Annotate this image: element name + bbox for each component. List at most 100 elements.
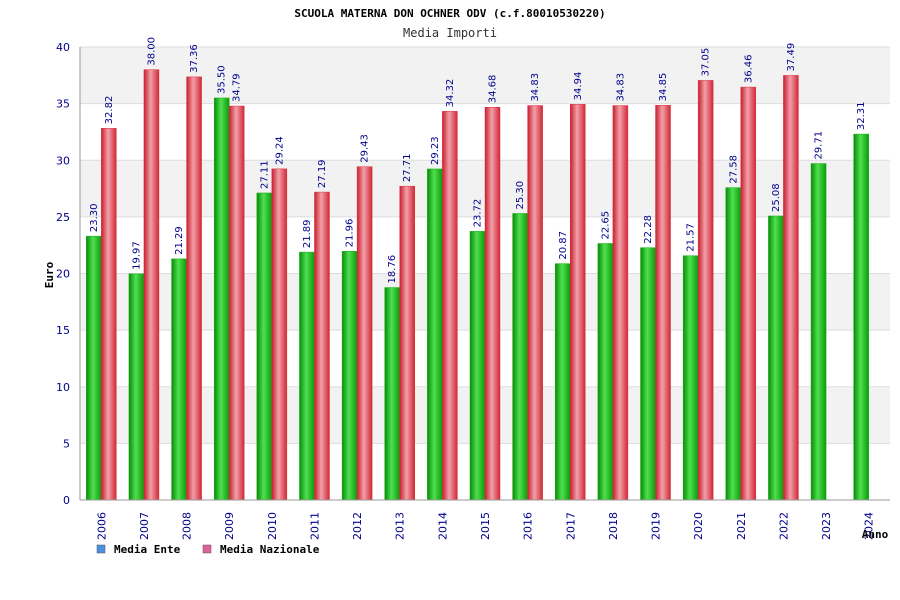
bar-value-label: 23.72 [473,199,484,228]
bar-media-ente [171,258,187,501]
bar-value-label: 34.83 [530,73,541,102]
bar-media-ente [597,243,614,501]
bar-value-label: 21.57 [686,223,697,252]
legend-label-ente: Media Ente [114,543,181,556]
legend-label-nazionale: Media Nazionale [220,543,320,556]
legend-swatch-nazionale [202,544,212,554]
bar-media-nazionale [228,105,245,501]
bar-media-nazionale [697,80,714,501]
bar-value-label: 29.24 [274,136,285,165]
bar-value-label: 37.05 [701,48,712,77]
x-tick-label: 2007 [138,512,151,540]
x-tick-label: 2012 [351,512,364,540]
bar-value-label: 34.68 [488,75,499,104]
x-tick-label: 2011 [308,512,321,540]
bar-value-label: 34.32 [445,79,456,108]
bar-media-ente [512,213,528,501]
y-tick-label: 35 [56,98,70,111]
bar-media-ente [427,168,443,501]
bar-media-ente [384,287,400,501]
bar-media-nazionale [527,105,543,501]
bar-value-label: 34.83 [615,73,626,102]
bar-media-nazionale [101,128,117,501]
bar-value-label: 37.49 [786,43,797,72]
x-tick-label: 2018 [607,512,620,540]
bar-media-ente [640,247,656,501]
bar-value-label: 21.96 [345,219,356,248]
bar-media-ente [213,97,230,501]
bar-media-ente [469,231,486,501]
bar-media-nazionale [143,69,160,501]
bar-value-label: 38.00 [146,37,157,66]
bar-value-label: 22.28 [643,215,654,244]
y-axis-label: Euro [43,261,56,288]
bar-value-label: 18.76 [387,255,398,284]
x-tick-label: 2020 [692,512,705,540]
bar-media-nazionale [314,191,330,501]
bar-value-label: 37.36 [189,44,200,73]
x-tick-label: 2013 [394,512,407,540]
bar-media-ente [768,215,784,501]
bar-media-ente [555,263,571,501]
bar-media-nazionale [186,76,202,501]
x-tick-label: 2014 [436,512,449,540]
bar-value-label: 23.30 [89,203,100,232]
bar-value-label: 34.85 [658,73,669,102]
chart-subtitle: Media Importi [403,26,497,40]
bar-media-ente [299,251,315,501]
y-tick-label: 20 [56,268,70,281]
bar-media-nazionale [399,185,415,501]
bar-value-label: 29.71 [814,131,825,160]
x-tick-label: 2024 [863,512,876,540]
legend-swatch-ente [96,544,106,554]
bar-media-ente [86,235,102,501]
x-axis-label: Anno [862,528,889,541]
bar-value-label: 27.11 [259,160,270,189]
bar-value-label: 35.50 [217,65,228,94]
bar-value-label: 20.87 [558,231,569,260]
x-tick-label: 2023 [820,512,833,540]
bar-value-label: 29.43 [360,134,371,163]
bar-media-ente [128,273,145,501]
x-tick-label: 2019 [650,512,663,540]
bar-value-label: 36.46 [743,54,754,83]
bar-media-nazionale [442,111,458,501]
bar-media-nazionale [612,105,629,501]
bar-media-nazionale [783,75,799,501]
x-tick-label: 2010 [266,512,279,540]
bar-media-nazionale [740,86,757,501]
x-tick-label: 2006 [95,512,108,540]
bar-value-label: 27.71 [402,154,413,183]
bar-media-ente [725,187,742,501]
x-tick-label: 2017 [564,512,577,540]
x-tick-label: 2021 [735,512,748,540]
bar-value-label: 34.79 [232,73,243,102]
y-tick-label: 10 [56,381,70,394]
x-tick-label: 2009 [223,512,236,540]
bar-media-nazionale [570,104,586,501]
bar-media-ente [810,163,827,501]
bar-value-label: 21.29 [174,226,185,255]
bar-value-label: 22.65 [600,211,611,240]
bar-media-nazionale [356,166,373,501]
y-tick-label: 40 [56,41,70,54]
y-tick-label: 0 [63,494,70,507]
legend: Media Ente Media Nazionale [96,543,320,556]
bar-media-nazionale [271,168,288,501]
bar-value-label: 19.97 [131,241,142,270]
bar-value-label: 32.82 [104,96,115,125]
x-tick-label: 2015 [479,512,492,540]
bar-value-label: 27.19 [317,159,328,188]
bar-media-ente [341,251,358,501]
chart-title: SCUOLA MATERNA DON OCHNER ODV (c.f.80010… [294,7,605,20]
y-tick-label: 15 [56,324,70,337]
x-tick-label: 2008 [181,512,194,540]
bar-media-ente [682,255,699,501]
bar-value-label: 27.58 [728,155,739,184]
bar-media-nazionale [484,106,501,501]
bar-media-nazionale [655,105,671,501]
y-tick-label: 30 [56,154,70,167]
bar-value-label: 29.23 [430,136,441,165]
bar-value-label: 25.30 [515,181,526,210]
